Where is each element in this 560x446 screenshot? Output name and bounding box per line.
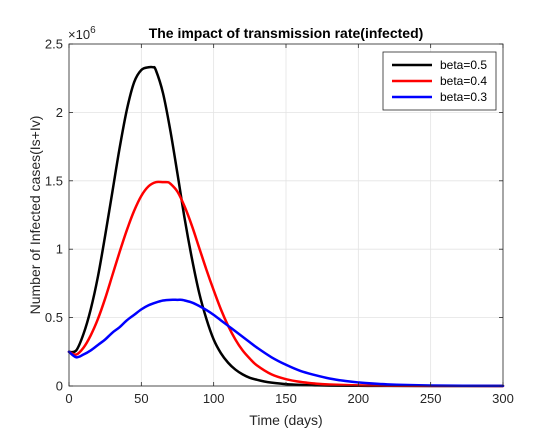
x-tick-label: 0 [65,391,72,406]
x-tick-label: 150 [275,391,297,406]
y-axis-ticks: 0 0.5 1 1.5 2 2.5 [45,37,503,394]
y-tick-label: 1 [56,242,63,257]
y-axis-exponent-base: ×10 [68,27,90,42]
x-tick-label: 250 [420,391,442,406]
x-tick-label: 300 [492,391,514,406]
y-tick-label: 2 [56,105,63,120]
x-tick-label: 100 [203,391,225,406]
chart-title: The impact of transmission rate(infected… [149,25,424,41]
y-tick-label: 1.5 [45,173,63,188]
series-lines [67,65,505,388]
y-axis-exponent-power: 6 [90,25,96,36]
series-line-beta-0.4 [67,180,505,388]
y-axis-label: Number of Infected cases(Is+Iv) [27,116,43,315]
x-tick-label: 200 [347,391,369,406]
series-line-beta-0.5 [67,65,505,388]
legend-label-beta-0.5: beta=0.5 [440,58,487,72]
x-axis-label: Time (days) [249,412,322,428]
x-tick-label: 50 [134,391,148,406]
series-line-beta-0.3 [67,298,505,388]
y-tick-label: 0.5 [45,310,63,325]
legend: beta=0.5 beta=0.4 beta=0.3 [382,51,497,111]
legend-label-beta-0.3: beta=0.3 [440,90,487,104]
x-axis-ticks: 0 50 100 150 200 250 300 [65,44,514,406]
y-tick-label: 0 [56,379,63,394]
y-axis-exponent: ×106 [68,25,96,42]
legend-label-beta-0.4: beta=0.4 [440,74,487,88]
y-tick-label: 2.5 [45,37,63,52]
